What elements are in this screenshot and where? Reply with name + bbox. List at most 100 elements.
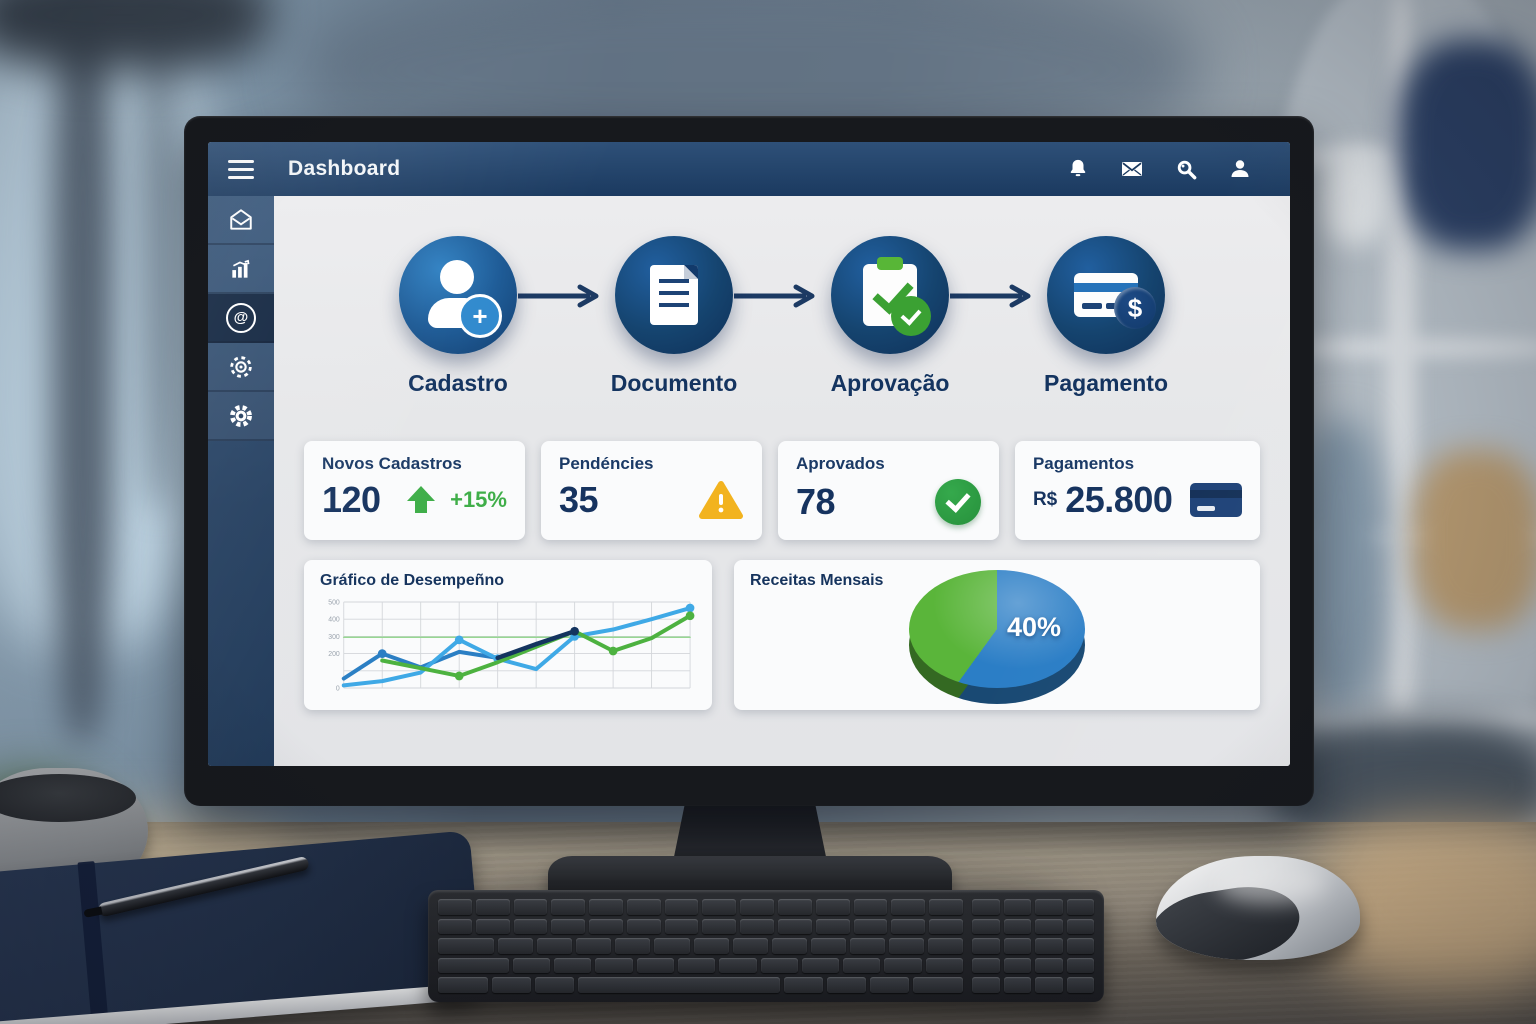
stat-delta: +15% xyxy=(450,487,507,512)
stat-card-pagamentos: Pagamentos R$ 25.800 xyxy=(1014,441,1260,540)
keyboard-key xyxy=(771,938,807,954)
keyboard-key xyxy=(784,977,823,993)
keyboard-key xyxy=(1035,938,1063,954)
workflow-step-label: Pagamento xyxy=(1044,370,1168,396)
svg-text:0: 0 xyxy=(336,685,340,692)
stat-card-aprovados: Aprovados 78 xyxy=(777,441,999,540)
keyboard-key xyxy=(884,957,922,974)
keyboard-key xyxy=(778,899,812,915)
topbar-actions xyxy=(1066,157,1290,181)
keyboard-key xyxy=(535,977,575,993)
keyboard-key xyxy=(438,957,509,974)
keyboard-key xyxy=(636,957,674,974)
mentions-at-icon: @ xyxy=(226,302,256,333)
pen xyxy=(97,855,310,918)
svg-text:500: 500 xyxy=(328,599,340,606)
stat-value: 35 xyxy=(558,479,599,520)
keyboard-key xyxy=(912,977,964,993)
workflow-step-cadastro[interactable]: + Cadastro xyxy=(398,236,518,397)
keyboard-key xyxy=(626,918,661,935)
automation-gear-icon xyxy=(230,355,252,378)
currency-symbol: R$ xyxy=(1032,489,1058,510)
keyboard-key xyxy=(702,918,737,935)
keyboard-key xyxy=(1003,977,1031,993)
window-frame-bar-2 xyxy=(140,0,178,510)
keyboard-key xyxy=(1035,977,1063,993)
search-icon[interactable] xyxy=(1174,157,1198,181)
keyboard-key xyxy=(438,977,489,993)
stat-card-pendencias: Pendéncies 35 xyxy=(540,441,762,540)
keyboard-key xyxy=(537,938,573,954)
keyboard-key xyxy=(740,899,775,915)
keyboard-key xyxy=(778,918,812,935)
keyboard-key xyxy=(1003,957,1031,974)
keyboard-key xyxy=(740,918,775,935)
stat-label: Pagamentos xyxy=(1032,454,1135,473)
stat-value: 25.800 xyxy=(1065,479,1173,520)
workflow-step-label: Cadastro xyxy=(408,370,508,396)
keyboard-key xyxy=(498,938,534,954)
keyboard-key xyxy=(1066,977,1094,993)
keyboard-key xyxy=(1003,938,1031,954)
sidebar-item-mentions[interactable]: @ xyxy=(208,294,274,343)
keyboard-key xyxy=(576,938,612,954)
flow-arrow-icon xyxy=(734,284,815,308)
keyboard-key xyxy=(551,918,586,935)
keyboard-key xyxy=(853,918,888,935)
keyboard-key xyxy=(925,957,963,974)
sidebar-item-analytics[interactable] xyxy=(208,245,274,294)
flow-arrow-icon xyxy=(518,284,599,308)
keyboard-key xyxy=(888,938,924,954)
credit-card-dollar-icon: $ xyxy=(1047,236,1165,354)
physical-keyboard xyxy=(428,890,1104,1002)
keyboard-key xyxy=(513,918,548,935)
keyboard-key xyxy=(654,938,690,954)
keyboard-key xyxy=(732,938,768,954)
keyboard-key xyxy=(1066,918,1094,935)
keyboard-key xyxy=(843,957,881,974)
workflow-step-documento[interactable]: Documento xyxy=(611,236,737,397)
shelf-box-tan xyxy=(1412,450,1536,630)
keyboard-main-keys xyxy=(438,899,964,993)
sidebar-item-automation[interactable] xyxy=(208,343,274,392)
keyboard-key xyxy=(664,899,699,915)
user-add-icon: + xyxy=(399,236,517,354)
keyboard-key xyxy=(664,918,699,935)
keyboard-key xyxy=(626,899,661,915)
menu-hamburger-icon[interactable] xyxy=(208,159,274,179)
keyboard-key xyxy=(1003,899,1031,915)
screen: Dashboard xyxy=(208,142,1290,766)
keyboard-key xyxy=(826,977,866,993)
pie-slices xyxy=(909,570,1085,688)
trend-up-arrow-icon xyxy=(404,485,438,515)
pie-percentage-label: 40% xyxy=(1007,612,1062,642)
keyboard-key xyxy=(589,918,623,935)
ceiling-shadow xyxy=(0,0,270,70)
workflow-step-pagamento[interactable]: $ Pagamento xyxy=(1044,236,1168,397)
keyboard-key xyxy=(512,957,551,974)
stat-value: 120 xyxy=(322,479,381,520)
keyboard-key xyxy=(853,899,888,915)
clipboard-check-icon xyxy=(831,236,949,354)
page-title: Dashboard xyxy=(288,157,401,180)
binders-blue xyxy=(1398,40,1536,250)
workflow-step-aprovacao[interactable]: Aprovação xyxy=(830,236,950,397)
user-profile-icon[interactable] xyxy=(1228,157,1252,181)
chart-title: Receitas Mensais xyxy=(750,572,884,589)
keyboard-key xyxy=(475,918,510,935)
warning-triangle-icon xyxy=(698,480,744,520)
sidebar-item-settings[interactable] xyxy=(208,392,274,441)
notifications-bell-icon[interactable] xyxy=(1066,157,1090,181)
charts-row: Gráfico de Desempeñno 500 400 300 200 0 Rece… xyxy=(304,560,1260,710)
keyboard-key xyxy=(615,938,651,954)
notebook-elastic-band xyxy=(77,861,109,1024)
monitor-bezel: Dashboard xyxy=(184,116,1314,806)
keyboard-key xyxy=(438,938,495,954)
keyboard-key xyxy=(815,899,850,915)
keyboard-key xyxy=(513,899,548,915)
plus-badge: + xyxy=(458,294,502,338)
messages-mail-icon[interactable] xyxy=(1120,157,1144,181)
keyboard-key xyxy=(595,957,633,974)
sidebar-item-inbox[interactable] xyxy=(208,196,274,245)
